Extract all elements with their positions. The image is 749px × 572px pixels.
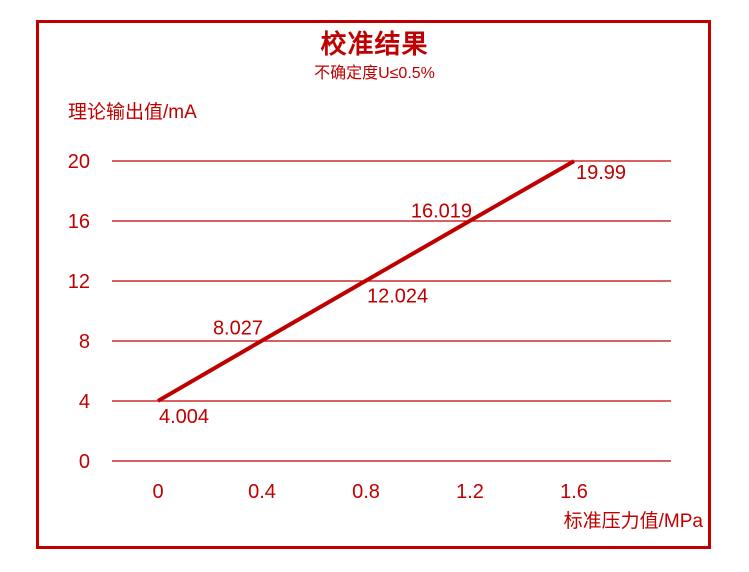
point-label-12.024: 12.024 xyxy=(367,286,428,308)
x-tick-label-0.4: 0.4 xyxy=(248,481,276,503)
x-tick-label-1.6: 1.6 xyxy=(560,481,588,503)
y-tick-label-4: 4 xyxy=(79,391,90,413)
x-axis-label: 标准压力值/MPa xyxy=(563,511,703,532)
point-label-19.99: 19.99 xyxy=(576,162,626,184)
y-tick-label-20: 20 xyxy=(68,151,90,173)
point-label-16.019: 16.019 xyxy=(411,201,472,223)
x-tick-label-1.2: 1.2 xyxy=(456,481,484,503)
y-tick-label-16: 16 xyxy=(68,211,90,233)
y-tick-label-0: 0 xyxy=(79,451,90,473)
chart-border-frame xyxy=(36,20,711,549)
point-label-8.027: 8.027 xyxy=(213,318,263,340)
x-tick-label-0: 0 xyxy=(152,481,163,503)
point-label-4.004: 4.004 xyxy=(159,406,209,428)
y-axis-label: 理论输出值/mA xyxy=(68,102,197,123)
x-tick-label-0.8: 0.8 xyxy=(352,481,380,503)
y-tick-label-8: 8 xyxy=(79,331,90,353)
calibration-line xyxy=(156,159,575,403)
y-tick-label-12: 12 xyxy=(68,271,90,293)
chart-subtitle: 不确定度U≤0.5% xyxy=(314,65,435,82)
chart-title: 校准结果 xyxy=(320,29,429,59)
